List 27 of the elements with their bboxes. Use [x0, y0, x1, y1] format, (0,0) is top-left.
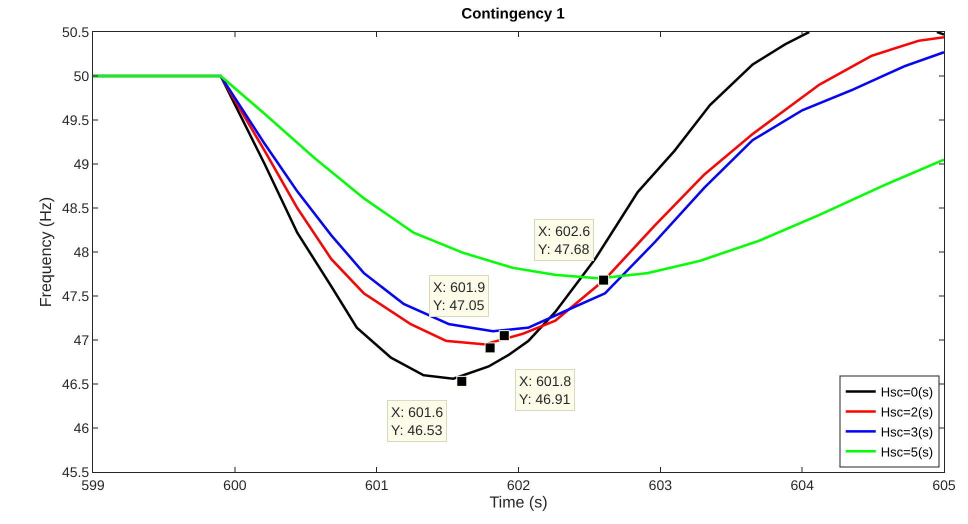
- y-tick-label: 47: [74, 332, 90, 348]
- y-tick-label: 50: [74, 68, 90, 84]
- annotation: X: 601.6 Y: 46.53: [391, 404, 444, 438]
- x-tick-label: 600: [223, 476, 247, 493]
- legend-label: Hsc=3(s): [880, 424, 934, 440]
- x-axis-title: Time (s): [489, 494, 548, 512]
- y-axis-title: Frequency (Hz): [38, 196, 55, 308]
- x-tick-label: 602: [506, 476, 530, 493]
- x-tick-label: 605: [932, 476, 956, 493]
- y-tick-label: 46: [74, 420, 90, 436]
- y-tick-label: 49.5: [62, 112, 90, 128]
- chart-title: Contingency 1: [461, 5, 565, 22]
- y-tick-label: 50.5: [62, 24, 90, 40]
- x-tick-label: 603: [648, 476, 672, 493]
- x-tick-label: 601: [364, 476, 389, 493]
- y-tick-label: 48.5: [62, 200, 90, 216]
- annotation: X: 602.6 Y: 47.68: [538, 223, 590, 258]
- y-tick-label: 46.5: [62, 376, 90, 392]
- legend-label: Hsc=5(s): [880, 444, 934, 460]
- legend-label: Hsc=0(s): [880, 384, 934, 400]
- y-tick-label: 49: [74, 156, 90, 172]
- annotation: X: 601.9 Y: 47.05: [433, 279, 486, 314]
- y-tick-label: 48: [74, 244, 90, 260]
- legend-label: Hsc=2(s): [880, 404, 934, 420]
- annotation: X: 601.8 Y: 46.91: [519, 373, 572, 408]
- x-tick-label: 604: [790, 476, 814, 493]
- y-tick-label: 47.5: [62, 288, 90, 304]
